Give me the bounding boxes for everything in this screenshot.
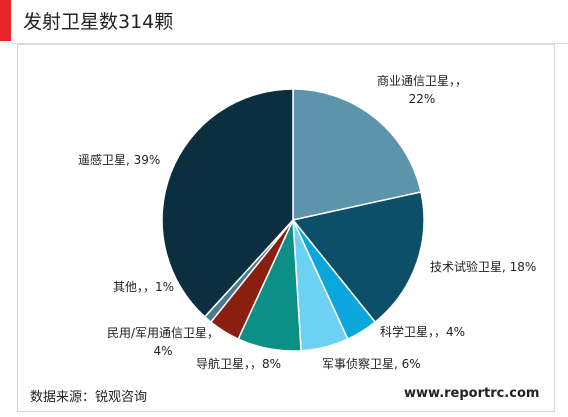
slice-label-2: 技术试验卫星, 18% bbox=[430, 259, 536, 274]
title-accent-bar bbox=[0, 0, 11, 41]
pie-slice-8 bbox=[161, 88, 294, 318]
slice-label-6: 民用/军用通信卫星， 4% bbox=[107, 326, 219, 358]
slice-label-1: 商业通信卫星，， 22% bbox=[377, 73, 467, 106]
page-title: 发射卫星数314颗 bbox=[23, 11, 174, 33]
pie-slice-2 bbox=[291, 191, 425, 324]
data-source: 数据来源：锐观咨询 bbox=[30, 390, 148, 405]
slice-label-4: 军事侦察卫星, 6% bbox=[322, 357, 421, 371]
slice-label-7: 其他，，1% bbox=[113, 280, 174, 294]
slice-label-8: 遥感卫星, 39% bbox=[78, 152, 160, 167]
pie-slice-1 bbox=[292, 88, 422, 221]
title-divider bbox=[12, 43, 568, 44]
slice-label-3: 科学卫星，，4% bbox=[380, 324, 465, 339]
slice-label-5: 导航卫星，，8% bbox=[196, 356, 281, 371]
website-url[interactable]: www.reportrc.com bbox=[404, 386, 540, 401]
chart-frame bbox=[17, 44, 555, 412]
